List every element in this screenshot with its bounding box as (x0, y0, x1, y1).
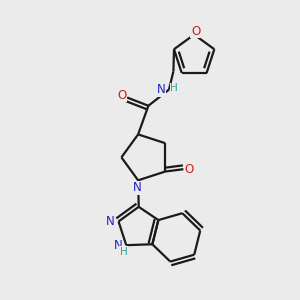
Text: N: N (133, 181, 142, 194)
Text: N: N (114, 239, 122, 252)
Text: H: H (120, 247, 128, 257)
Text: H: H (170, 83, 178, 93)
Text: O: O (117, 89, 127, 102)
Text: N: N (156, 83, 165, 96)
Text: O: O (191, 25, 200, 38)
Text: O: O (184, 163, 194, 176)
Text: N: N (106, 215, 115, 228)
